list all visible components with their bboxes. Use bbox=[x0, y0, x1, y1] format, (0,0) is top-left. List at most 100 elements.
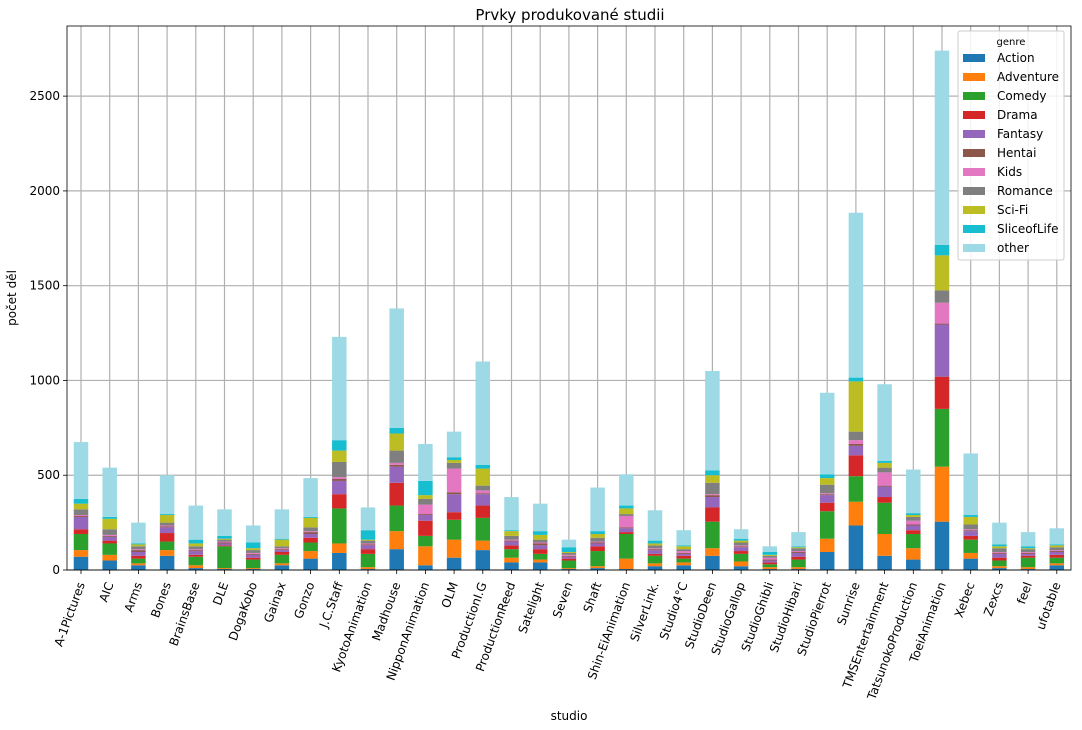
bar-segment bbox=[360, 543, 376, 545]
legend-swatch bbox=[963, 168, 985, 176]
bar-segment bbox=[418, 515, 433, 521]
bar-segment bbox=[389, 531, 404, 550]
bar-segment bbox=[619, 527, 634, 529]
x-tick-label: DogaKobo bbox=[226, 580, 260, 642]
bar-segment bbox=[791, 551, 806, 552]
bar-segment bbox=[877, 555, 892, 570]
legend-title: genre bbox=[997, 37, 1026, 48]
bar-segment bbox=[705, 495, 720, 498]
bar-segment bbox=[733, 561, 749, 567]
bar-segment bbox=[992, 553, 1007, 558]
bar-segment bbox=[102, 518, 117, 530]
bar-segment bbox=[360, 539, 376, 541]
bar-segment bbox=[274, 539, 290, 547]
bar-segment bbox=[217, 545, 232, 547]
bar-segment bbox=[791, 551, 806, 553]
bar-segment bbox=[188, 543, 204, 547]
bar-segment bbox=[475, 464, 491, 469]
bar-segment bbox=[102, 543, 117, 555]
bar-segment bbox=[217, 538, 232, 540]
x-tick-label: Satelight bbox=[516, 580, 548, 635]
bar-segment bbox=[274, 549, 290, 551]
bar-segment bbox=[504, 535, 519, 540]
bar-segment bbox=[188, 551, 204, 555]
bar-segment bbox=[245, 557, 261, 560]
bar-segment bbox=[73, 550, 89, 557]
bar-segment bbox=[1020, 569, 1036, 570]
bar-segment bbox=[332, 450, 347, 462]
bar-segment bbox=[1020, 555, 1036, 558]
legend-label: Comedy bbox=[997, 89, 1047, 103]
bar-segment bbox=[504, 530, 519, 532]
x-tick-label: J.C.Staff bbox=[316, 580, 346, 631]
bar-segment bbox=[274, 546, 290, 549]
bar-segment bbox=[73, 556, 89, 570]
bar-segment bbox=[360, 545, 376, 550]
bar-segment bbox=[934, 466, 950, 522]
bar-segment bbox=[906, 524, 921, 526]
bar-segment bbox=[906, 469, 921, 514]
bar-segment bbox=[245, 559, 261, 569]
bar-segment bbox=[532, 559, 548, 563]
bar-segment bbox=[848, 443, 864, 446]
y-tick-label: 500 bbox=[37, 468, 60, 482]
bar-segment bbox=[647, 566, 663, 570]
bar-segment bbox=[934, 290, 950, 303]
x-tick-label: SilverLink. bbox=[627, 580, 661, 643]
bar-segment bbox=[159, 555, 175, 570]
bar-segment bbox=[389, 466, 404, 483]
bar-segment bbox=[1020, 548, 1036, 550]
bar-segment bbox=[705, 548, 720, 556]
bar-segment bbox=[131, 565, 146, 570]
bar-segment bbox=[1020, 551, 1036, 553]
bar-segment bbox=[590, 568, 605, 570]
bar-segment bbox=[446, 460, 462, 463]
bar-segment bbox=[619, 569, 634, 570]
bar-segment bbox=[733, 538, 749, 541]
bar-segment bbox=[188, 556, 204, 566]
legend-label: other bbox=[997, 241, 1029, 255]
bar-segment bbox=[963, 453, 978, 516]
bar-segment bbox=[647, 553, 663, 556]
legend-swatch bbox=[963, 225, 985, 233]
bar-segment bbox=[332, 494, 347, 509]
bar-segment bbox=[877, 502, 892, 534]
bar-segment bbox=[159, 475, 175, 515]
bar-segment bbox=[303, 542, 318, 552]
bar-segment bbox=[647, 549, 663, 551]
bar-segment bbox=[446, 468, 462, 493]
bar-segment bbox=[762, 551, 778, 555]
bar-segment bbox=[418, 504, 433, 515]
bar-segment bbox=[819, 392, 835, 475]
bar-segment bbox=[303, 533, 318, 538]
bar-segment bbox=[676, 555, 691, 559]
bar-segment bbox=[159, 515, 175, 523]
legend: genre Action Adventure Comedy Drama Fantasy He… bbox=[957, 30, 1065, 261]
bar-segment bbox=[131, 546, 146, 550]
bar-segment bbox=[131, 558, 146, 564]
bar-segment bbox=[102, 516, 117, 519]
bar-segment bbox=[791, 532, 806, 547]
bar-segment bbox=[676, 549, 691, 552]
bar-segment bbox=[819, 478, 835, 485]
bar-segment bbox=[705, 482, 720, 495]
bar-segment bbox=[274, 538, 290, 540]
bar-segment bbox=[360, 549, 376, 554]
x-tick-label: Sunrise bbox=[834, 580, 862, 627]
bar-segment bbox=[303, 532, 318, 534]
bar-segment bbox=[963, 515, 978, 517]
bar-segment bbox=[532, 543, 548, 546]
legend-swatch bbox=[963, 187, 985, 195]
bar-segment bbox=[762, 562, 778, 565]
bar-segment bbox=[274, 554, 290, 564]
bar-segment bbox=[733, 545, 749, 547]
bar-segment bbox=[360, 553, 376, 568]
bar-segment bbox=[647, 540, 663, 544]
bar-segment bbox=[647, 545, 663, 549]
bar-segment bbox=[848, 440, 864, 444]
bar-segment bbox=[619, 532, 634, 534]
bar-segment bbox=[705, 521, 720, 549]
bar-segment bbox=[791, 547, 806, 549]
bar-segment bbox=[848, 377, 864, 382]
bar-segment bbox=[762, 569, 778, 570]
